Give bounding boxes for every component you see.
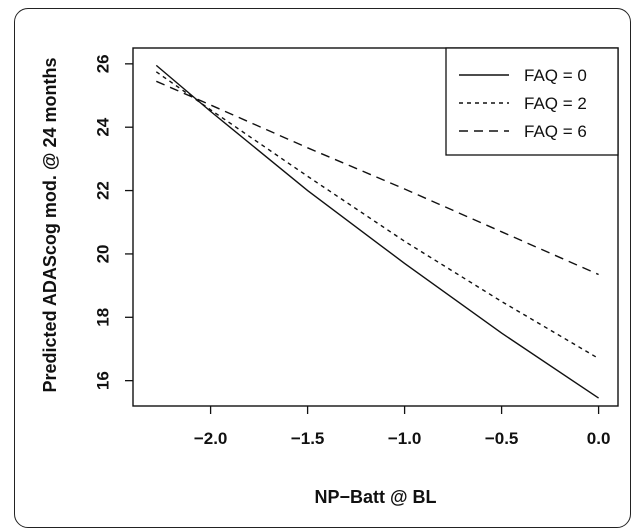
line-chart: −2.0 −1.5 −1.0 −0.5 0.0 16 18 20 22 24 26 FAQ = 0… xyxy=(40,47,619,507)
y-tick-label: 20 xyxy=(94,244,113,263)
series-line xyxy=(155,64,599,399)
series-line xyxy=(155,71,599,360)
x-tick-label: −1.0 xyxy=(388,429,422,448)
y-axis-ticks: 16 18 20 22 24 26 xyxy=(94,54,133,390)
x-tick-label: −0.5 xyxy=(485,429,519,448)
legend: FAQ = 0 FAQ = 2 FAQ = 6 xyxy=(445,47,619,156)
axes xyxy=(132,47,619,407)
y-tick-label: 16 xyxy=(94,371,113,390)
x-tick-label: 0.0 xyxy=(587,429,611,448)
x-tick-label: −2.0 xyxy=(194,429,228,448)
y-tick-label: 22 xyxy=(94,181,113,200)
y-tick-label: 24 xyxy=(94,117,113,136)
y-tick-label: 18 xyxy=(94,308,113,327)
plot-area-border xyxy=(132,47,619,407)
legend-label: FAQ = 2 xyxy=(524,94,587,113)
x-tick-label: −1.5 xyxy=(291,429,325,448)
y-axis-title: Predicted ADAScog mod. @ 24 months xyxy=(40,58,60,393)
series-lines xyxy=(155,64,599,399)
x-axis-ticks: −2.0 −1.5 −1.0 −0.5 0.0 xyxy=(194,406,611,448)
legend-label: FAQ = 6 xyxy=(524,122,587,141)
legend-label: FAQ = 0 xyxy=(524,66,587,85)
legend-box xyxy=(445,47,619,156)
series-line xyxy=(156,80,599,276)
x-axis-title: NP−Batt @ BL xyxy=(314,487,436,507)
y-tick-label: 26 xyxy=(94,54,113,73)
